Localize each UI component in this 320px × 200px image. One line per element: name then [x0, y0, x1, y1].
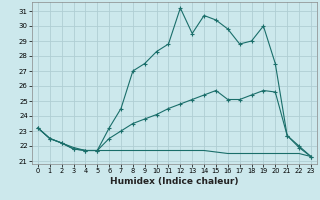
X-axis label: Humidex (Indice chaleur): Humidex (Indice chaleur) [110, 177, 239, 186]
